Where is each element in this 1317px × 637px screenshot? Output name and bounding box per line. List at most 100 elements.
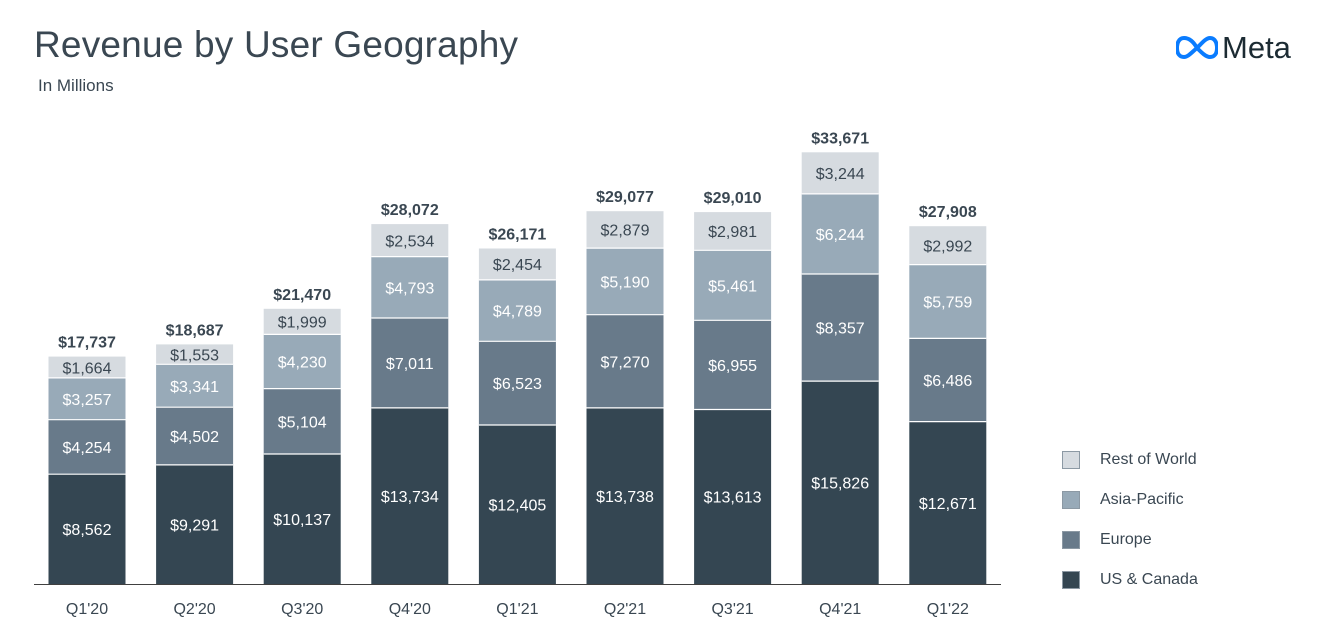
bar-segment-asia-pacific [909, 264, 987, 339]
data-label-us-canada: $12,405 [488, 498, 546, 515]
chart-subtitle: In Millions [38, 76, 114, 95]
total-label: $27,908 [919, 204, 977, 221]
bar-segment-europe [801, 274, 879, 382]
data-label-rest-of-world: $3,244 [816, 166, 865, 183]
data-label-asia-pacific: $5,461 [708, 278, 757, 295]
data-label-europe: $8,357 [816, 321, 865, 338]
legend-swatch [1062, 491, 1080, 509]
x-tick-label: Q1'20 [66, 601, 108, 618]
data-label-us-canada: $13,613 [704, 490, 762, 507]
legend-swatch [1062, 531, 1080, 549]
data-label-rest-of-world: $2,879 [601, 223, 650, 240]
data-label-asia-pacific: $3,341 [170, 379, 219, 396]
data-label-rest-of-world: $2,454 [493, 257, 542, 274]
x-tick-label: Q3'21 [711, 601, 753, 618]
data-label-rest-of-world: $1,664 [63, 360, 112, 377]
data-label-asia-pacific: $5,759 [923, 295, 972, 312]
x-tick-label: Q3'20 [281, 601, 323, 618]
legend-swatch [1062, 571, 1080, 589]
bar-segment-europe [156, 407, 234, 465]
meta-logo: Meta [1176, 30, 1291, 66]
data-label-asia-pacific: $5,190 [601, 274, 650, 291]
total-label: $28,072 [381, 202, 439, 219]
bar-segment-europe [478, 341, 556, 425]
meta-logo-text: Meta [1222, 30, 1291, 65]
total-label: $21,470 [273, 287, 331, 304]
chart-title: Revenue by User Geography [34, 24, 519, 65]
data-label-europe: $5,104 [278, 414, 327, 431]
chart-legend: Rest of World Asia-Pacific Europe US & Cana… [1062, 440, 1198, 600]
bar-segment-us-canada [909, 421, 987, 584]
x-tick-label: Q2'21 [604, 601, 646, 618]
bar-segment-europe [586, 314, 664, 408]
legend-label: US & Canada [1100, 571, 1198, 588]
data-label-europe: $6,523 [493, 376, 542, 393]
bar-segment-europe [48, 419, 126, 475]
data-label-asia-pacific: $4,793 [385, 280, 434, 297]
bar-segment-rest-of-world [48, 356, 126, 378]
bar-segment-asia-pacific [156, 364, 234, 408]
bar-segment-asia-pacific [694, 250, 772, 321]
data-label-rest-of-world: $2,534 [385, 233, 434, 250]
bar-segment-europe [909, 338, 987, 422]
bar-segment-rest-of-world [156, 344, 234, 365]
bar-segment-us-canada [156, 464, 234, 584]
x-tick-label: Q1'21 [496, 601, 538, 618]
bar-segment-us-canada [586, 407, 664, 584]
bar-segment-rest-of-world [909, 226, 987, 265]
bar-segment-rest-of-world [263, 308, 341, 335]
total-label: $26,171 [488, 227, 546, 244]
bar-segment-europe [371, 318, 449, 408]
data-label-rest-of-world: $2,992 [923, 238, 972, 255]
data-label-rest-of-world: $2,981 [708, 224, 757, 241]
data-label-us-canada: $12,671 [919, 496, 977, 513]
bar-segment-europe [694, 320, 772, 410]
legend-swatch [1062, 451, 1080, 469]
data-label-asia-pacific: $4,230 [278, 355, 327, 372]
data-label-europe: $7,011 [386, 356, 434, 373]
bar-segment-asia-pacific [478, 279, 556, 342]
data-label-us-canada: $15,826 [811, 476, 869, 493]
x-tick-label: Q1'22 [927, 601, 969, 618]
bar-segment-asia-pacific [48, 377, 126, 420]
total-label: $18,687 [166, 322, 224, 339]
x-tick-label: Q4'21 [819, 601, 861, 618]
legend-label: Asia-Pacific [1100, 491, 1184, 508]
data-label-us-canada: $10,137 [273, 512, 331, 529]
bar-segment-us-canada [801, 381, 879, 584]
data-label-asia-pacific: $6,244 [816, 227, 865, 244]
data-label-rest-of-world: $1,999 [278, 315, 327, 332]
data-label-us-canada: $9,291 [170, 517, 219, 534]
bar-segment-rest-of-world [478, 248, 556, 280]
bar-segment-rest-of-world [371, 224, 449, 257]
bar-segment-us-canada [263, 454, 341, 584]
bar-segment-rest-of-world [801, 152, 879, 194]
bar-segment-asia-pacific [263, 334, 341, 389]
total-label: $33,671 [811, 130, 869, 147]
bar-segment-europe [263, 388, 341, 454]
total-label: $29,010 [704, 190, 762, 207]
data-label-europe: $4,502 [170, 429, 219, 446]
bar-segment-us-canada [48, 474, 126, 584]
x-tick-label: Q2'20 [173, 601, 215, 618]
data-label-europe: $4,254 [63, 440, 112, 457]
data-label-us-canada: $13,734 [381, 489, 439, 506]
legend-item-asia-pacific: Asia-Pacific [1062, 480, 1198, 520]
total-label: $17,737 [58, 335, 116, 352]
legend-label: Rest of World [1100, 451, 1197, 468]
legend-item-us-canada: US & Canada [1062, 560, 1198, 600]
bar-segment-asia-pacific [801, 193, 879, 274]
total-label: $29,077 [596, 189, 654, 206]
bar-segment-asia-pacific [586, 248, 664, 315]
data-label-asia-pacific: $4,789 [493, 304, 542, 321]
bar-segment-us-canada [694, 409, 772, 584]
legend-label: Europe [1100, 531, 1152, 548]
data-label-europe: $6,955 [708, 358, 757, 375]
legend-item-europe: Europe [1062, 520, 1198, 560]
bar-segment-asia-pacific [371, 256, 449, 318]
meta-infinity-logo-icon [1176, 36, 1218, 60]
bar-segment-rest-of-world [694, 212, 772, 251]
bar-segment-us-canada [478, 425, 556, 584]
bar-segment-rest-of-world [586, 211, 664, 249]
